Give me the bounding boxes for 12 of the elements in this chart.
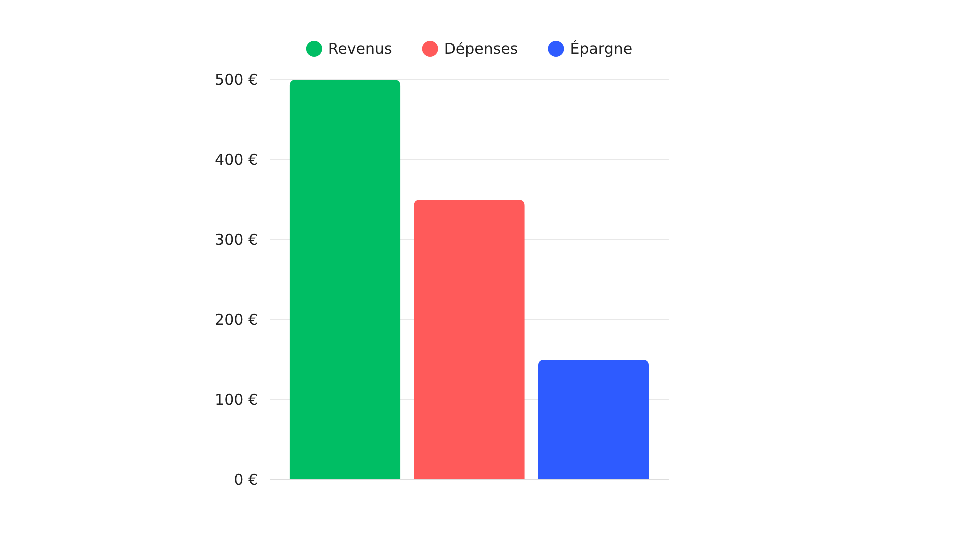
y-tick-label: 500 € xyxy=(215,70,258,89)
y-tick-label: 400 € xyxy=(215,150,258,169)
legend-label: Dépenses xyxy=(444,40,518,58)
legend-label: Revenus xyxy=(328,40,392,58)
legend-label: Épargne xyxy=(570,40,633,58)
bar xyxy=(290,80,401,480)
y-tick-label: 0 € xyxy=(234,470,258,489)
bar xyxy=(538,360,650,480)
bar xyxy=(414,200,525,480)
y-tick-label: 100 € xyxy=(215,390,258,409)
y-tick-label: 300 € xyxy=(215,230,258,249)
y-tick-label: 200 € xyxy=(215,310,258,329)
